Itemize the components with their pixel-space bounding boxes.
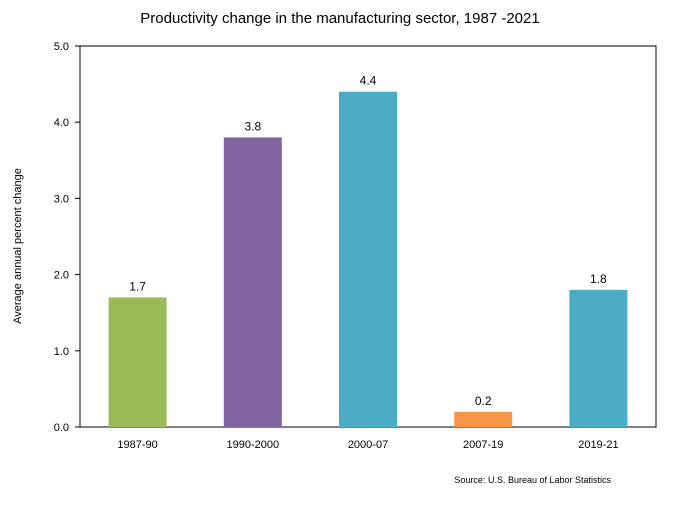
data-label: 0.2 [475,394,492,408]
x-tick-label: 1990-2000 [226,439,279,451]
bar-1990-2000 [223,137,282,427]
data-label: 1.7 [129,279,146,293]
data-label: 1.8 [590,272,607,286]
y-axis-label: Average annual percent change [12,168,24,324]
y-tick-label: 5.0 [54,41,69,53]
y-tick-label: 3.0 [54,193,69,205]
x-tick-label: 2019-21 [578,439,618,451]
bar-1987-90 [108,297,167,427]
source-note: Source: U.S. Bureau of Labor Statistics [454,475,611,485]
chart-title: Productivity change in the manufacturing… [140,10,539,27]
bars: 1.7 3.8 4.4 0.2 1.8 [108,74,628,427]
data-label: 3.8 [244,119,261,133]
bar-2019-21 [569,289,628,427]
x-tick-label: 2007-19 [463,439,503,451]
y-tick-label: 2.0 [54,270,69,282]
data-label: 4.4 [360,74,377,88]
x-axis-labels: 1987-90 1990-2000 2000-07 2007-19 2019-21 [117,439,618,451]
x-tick-label: 2000-07 [348,439,388,451]
x-tick-label: 1987-90 [117,439,157,451]
y-tick-label: 0.0 [54,422,69,434]
bar-2000-07 [339,91,397,427]
bar-2007-19 [454,411,513,427]
y-tick-label: 1.0 [54,346,69,358]
y-tick-label: 4.0 [54,117,69,129]
y-axis-ticks: 0.0 1.0 2.0 3.0 4.0 5.0 [54,41,80,434]
